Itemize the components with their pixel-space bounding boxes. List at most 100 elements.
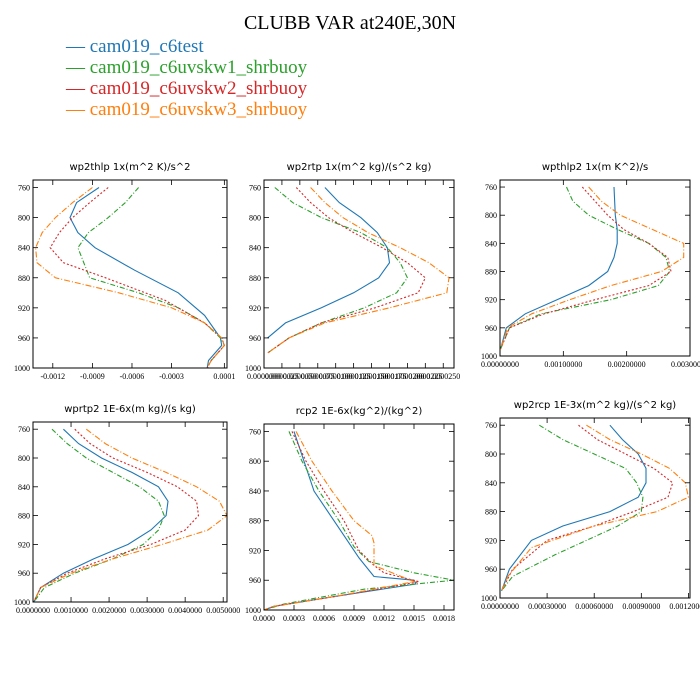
y-tick-label: 760 (485, 421, 497, 430)
series-line-4 (264, 431, 416, 610)
series-line-2 (500, 186, 671, 350)
panel-5: rcp2 1E-6x(kg^2)/(kg^2) 760 800 840 880 920 96… (245, 406, 455, 623)
y-tick-label: 800 (18, 214, 30, 223)
x-tick-label: 0.0030000 (130, 606, 164, 615)
x-tick-label: 0.0000150 (355, 372, 389, 381)
y-tick-label: 920 (249, 304, 261, 313)
series-line-1 (33, 428, 169, 602)
y-tick-label: 880 (249, 274, 261, 283)
x-tick-label: 0.0000200 (390, 372, 424, 381)
x-tick-label: 0.0020000 (92, 606, 126, 615)
y-tick-label: 1000 (14, 598, 30, 607)
y-tick-label: 920 (249, 546, 261, 555)
series-line-2 (267, 187, 409, 354)
x-tick-label: 0.0001 (213, 372, 235, 381)
x-tick-label: 0.0000225 (408, 372, 442, 381)
series-line-1 (500, 186, 618, 350)
x-tick-label: -0.0012 (40, 372, 65, 381)
y-tick-label: 840 (249, 244, 261, 253)
x-tick-label: 0.0015 (403, 614, 425, 623)
x-tick-label: 0.00060000 (575, 602, 613, 611)
y-tick-label: 840 (18, 483, 30, 492)
y-tick-label: 760 (249, 427, 261, 436)
y-tick-label: 920 (18, 540, 30, 549)
y-tick-label: 960 (249, 576, 261, 585)
y-tick-label: 760 (18, 184, 30, 193)
panel-title: wp2rcp 1E-3x(m^2 kg)/(s^2 kg) (514, 400, 677, 411)
x-tick-label: 0.0040000 (168, 606, 202, 615)
series-line-2 (501, 424, 644, 592)
legend-item-uvskw3: — cam019_c6uvskw3_shrbuoy (66, 99, 307, 120)
y-tick-label: 960 (485, 565, 497, 574)
y-tick-label: 760 (249, 184, 261, 193)
series-line-3 (264, 431, 420, 610)
y-tick-label: 800 (249, 214, 261, 223)
x-tick-label: 0.0000000 (16, 606, 50, 615)
series-line-1 (501, 424, 647, 591)
y-tick-label: 960 (18, 569, 30, 578)
x-tick-label: 0.0000000 (247, 372, 281, 381)
legend-label-uvskw3: cam019_c6uvskw3_shrbuoy (89, 99, 308, 120)
x-tick-label: 0.00200000 (608, 360, 646, 369)
x-tick-label: 0.0000125 (337, 372, 371, 381)
y-tick-label: 960 (249, 334, 261, 343)
x-tick-label: -0.0006 (120, 372, 145, 381)
y-tick-label: 880 (249, 517, 261, 526)
series-line-1 (267, 187, 391, 339)
x-tick-label: 0.00120000 (669, 602, 700, 611)
series-line-4 (33, 428, 227, 602)
plot-frame (263, 423, 455, 611)
y-tick-label: 920 (485, 296, 497, 305)
y-tick-label: 760 (485, 183, 497, 192)
series-line-3 (267, 187, 426, 354)
legend-swatch-uvskw2: — (66, 78, 90, 99)
y-tick-label: 800 (18, 454, 30, 463)
x-tick-label: 0.0003 (283, 614, 305, 623)
x-tick-label: 0.0000025 (265, 372, 299, 381)
y-tick-label: 880 (18, 512, 30, 521)
plot-frame (32, 421, 228, 603)
legend-swatch-c6test: — (66, 36, 90, 57)
y-tick-label: 760 (18, 425, 30, 434)
x-tick-label: 0.0010000 (54, 606, 88, 615)
y-tick-label: 880 (485, 268, 497, 277)
x-tick-label: 0.0012 (373, 614, 395, 623)
y-tick-label: 1000 (481, 352, 497, 361)
panel-title: wp2rtp 1x(m^2 kg)/(s^2 kg) (287, 162, 432, 173)
series-line-2 (264, 431, 454, 610)
y-tick-label: 1000 (14, 364, 30, 373)
legend-label-uvskw2: cam019_c6uvskw2_shrbuoy (89, 78, 308, 99)
x-tick-label: 0.00000000 (481, 360, 519, 369)
figure-title: CLUBB VAR at240E,30N (243, 12, 457, 34)
panel-title: wprtp2 1E-6x(m kg)/(s kg) (64, 404, 196, 415)
x-tick-label: 0.0000100 (319, 372, 353, 381)
x-tick-label: 0.00100000 (544, 360, 582, 369)
plot-frame (32, 179, 228, 369)
series-line-1 (69, 187, 223, 368)
x-tick-label: 0.0050000 (206, 606, 240, 615)
plot-frame (499, 179, 691, 357)
legend-label-uvskw1: cam019_c6uvskw1_shrbuoy (89, 57, 308, 78)
x-tick-label: 0.0006 (313, 614, 335, 623)
series-line-4 (501, 424, 690, 592)
panel-title: rcp2 1E-6x(kg^2)/(kg^2) (296, 406, 423, 417)
x-tick-label: 0.0000075 (301, 372, 335, 381)
x-tick-label: 0.0000250 (426, 372, 460, 381)
x-tick-label: -0.0009 (80, 372, 105, 381)
series-line-4 (500, 186, 685, 350)
legend-swatch-uvskw3: — (66, 99, 90, 120)
panel-4: wprtp2 1E-6x(m kg)/(s kg) 760 800 840 880 920… (14, 404, 240, 615)
x-tick-label: 0.00000000 (481, 602, 519, 611)
series-line-4 (35, 187, 226, 368)
series-line-3 (500, 186, 672, 350)
x-tick-label: 0.0000050 (283, 372, 317, 381)
legend-item-c6test: — cam019_c6test (66, 36, 307, 57)
series-line-3 (33, 428, 200, 602)
y-tick-label: 1000 (245, 606, 261, 615)
x-tick-label: 0.0018 (433, 614, 455, 623)
series-line-2 (33, 428, 165, 602)
legend: — cam019_c6test — cam019_c6uvskw1_shrbuo… (66, 36, 307, 120)
y-tick-label: 1000 (481, 594, 497, 603)
y-tick-label: 840 (249, 487, 261, 496)
